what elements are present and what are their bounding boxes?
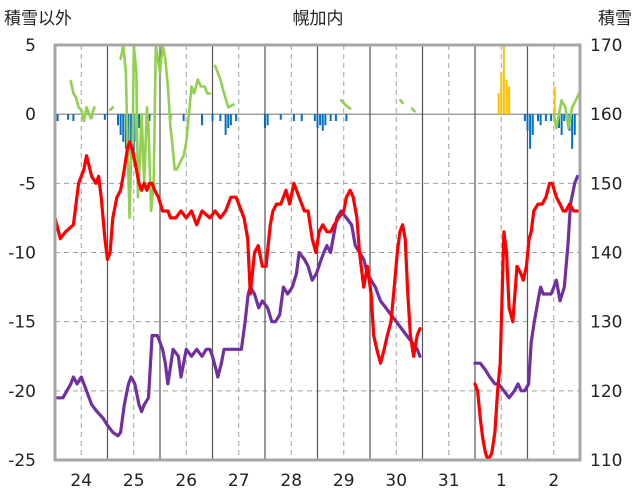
- x-tick-label: 30: [385, 471, 407, 491]
- right-tick-label: 170: [590, 36, 622, 56]
- wind-line: [213, 64, 235, 109]
- precip-bar: [117, 114, 119, 126]
- wind-line: [410, 107, 416, 113]
- precip-bar: [219, 114, 222, 122]
- wind-line: [552, 92, 581, 130]
- precip-bar: [138, 114, 140, 128]
- precip-bar: [227, 114, 230, 128]
- precip-bar: [229, 114, 232, 126]
- precip-bar: [544, 114, 547, 122]
- right-tick-label: 150: [590, 174, 622, 194]
- precip-bar: [550, 114, 553, 122]
- x-tick-label: 31: [438, 471, 460, 491]
- temperature-line: [473, 181, 579, 462]
- chart-title: 幌加内: [293, 9, 344, 29]
- precip-bar: [321, 114, 324, 131]
- x-tick-label: 2: [548, 471, 559, 491]
- precip-bar: [300, 114, 303, 122]
- data-lines: [53, 43, 581, 462]
- precip-bar: [573, 114, 576, 135]
- precip-bar: [56, 114, 59, 122]
- precip-bar: [529, 114, 532, 149]
- x-tick-label: 27: [228, 471, 250, 491]
- wind-line: [108, 106, 115, 112]
- precip-bar: [201, 114, 203, 126]
- precip-bar: [523, 114, 526, 122]
- precip-bar: [67, 114, 70, 120]
- precip-bar: [266, 114, 269, 126]
- precip-bar: [324, 114, 327, 126]
- precip-bar: [526, 114, 529, 131]
- precip-bar: [313, 114, 316, 122]
- precip-bar: [537, 114, 539, 122]
- precip-bar: [553, 86, 556, 115]
- precip-bar: [279, 114, 282, 120]
- precip-bar: [571, 114, 574, 149]
- precip-bar: [508, 86, 511, 115]
- left-tick-label: -25: [8, 451, 36, 471]
- left-tick-label: -15: [8, 313, 36, 333]
- left-tick-label: 5: [25, 36, 36, 56]
- left-axis-label: 積雪以外: [4, 9, 72, 29]
- wind-line: [339, 99, 352, 110]
- precip-bar: [334, 114, 337, 122]
- right-tick-label: 120: [590, 382, 622, 402]
- precip-bar: [292, 114, 295, 122]
- plot-frame: [53, 43, 582, 462]
- precip-bar: [122, 114, 125, 142]
- precip-bar: [130, 114, 133, 163]
- precip-bar: [148, 114, 151, 122]
- left-tick-label: 0: [25, 105, 36, 125]
- x-tick-label: 24: [70, 471, 92, 491]
- precip-bar: [316, 114, 319, 128]
- precip-bar: [500, 72, 503, 115]
- right-axis-label: 積雪: [598, 9, 632, 29]
- precip-bar: [497, 93, 500, 115]
- x-tick-label: 1: [496, 471, 507, 491]
- left-tick-label: -5: [19, 174, 36, 194]
- grid-lines: [55, 45, 580, 460]
- precip-bar: [211, 114, 214, 122]
- precip-bar: [319, 114, 322, 126]
- right-tick-label: 110: [590, 451, 622, 471]
- x-tick-label: 29: [333, 471, 355, 491]
- x-tick-label: 26: [175, 471, 197, 491]
- wind-line: [69, 79, 96, 123]
- precip-bar: [235, 114, 238, 122]
- precip-bar: [264, 114, 266, 128]
- right-tick-label: 160: [590, 105, 622, 125]
- precip-bar: [72, 114, 75, 122]
- left-tick-label: -20: [8, 382, 36, 402]
- precip-bar: [119, 114, 122, 135]
- precip-bar: [502, 45, 505, 115]
- precip-bar: [124, 114, 127, 149]
- precip-bar: [505, 79, 508, 115]
- precip-bar: [224, 114, 227, 135]
- precip-bar: [563, 114, 566, 122]
- wind-line: [119, 43, 212, 220]
- precip-bar: [560, 114, 563, 135]
- wind-line: [399, 99, 404, 105]
- temperature-line: [53, 140, 422, 365]
- precip-bar: [539, 114, 542, 126]
- precip-bar: [531, 114, 534, 135]
- precip-bar: [345, 114, 348, 122]
- precip-bar: [103, 114, 106, 120]
- left-tick-label: -10: [8, 244, 36, 264]
- precip-bar: [182, 114, 185, 122]
- x-tick-label: 25: [123, 471, 145, 491]
- precip-bar: [329, 114, 332, 122]
- right-tick-label: 130: [590, 313, 622, 333]
- right-tick-label: 140: [590, 244, 622, 264]
- snow-depth-line: [53, 209, 422, 438]
- x-tick-label: 28: [280, 471, 302, 491]
